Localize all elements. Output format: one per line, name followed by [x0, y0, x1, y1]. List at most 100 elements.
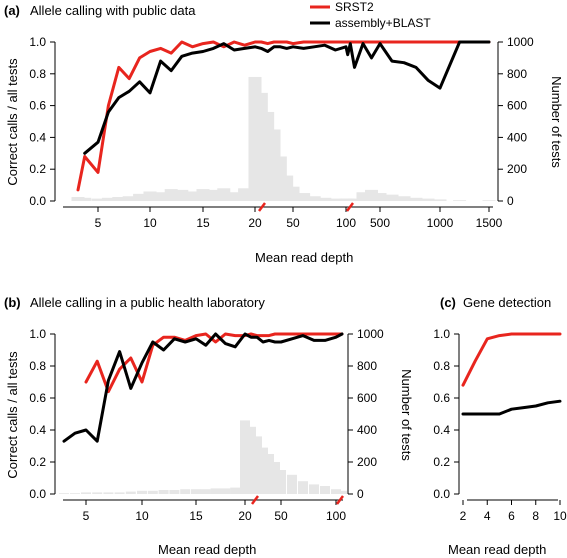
histogram-bar-1-22 — [270, 462, 280, 494]
y-tick-label-1-5: 1.0 — [29, 327, 46, 341]
panel-b-letter: (b) — [4, 295, 21, 310]
histogram-bar-0-40 — [453, 200, 467, 201]
y-tick-label-0-0: 0.0 — [29, 194, 46, 208]
series-line-srst2-panel-2 — [461, 332, 562, 387]
x-tick-label-1-4: 50 — [274, 509, 288, 523]
histogram-bar-1-9 — [158, 490, 169, 494]
x-tick-label-0-7: 1000 — [427, 216, 454, 230]
histogram-bar-0-32 — [356, 192, 370, 201]
y-tick-label-2-0: 0.0 — [433, 487, 450, 501]
histogram-bar-1-29 — [337, 490, 347, 494]
histogram-bar-1-11 — [180, 489, 191, 494]
histogram-bar-1-18 — [246, 426, 256, 494]
x-tick-label-1-2: 15 — [189, 509, 203, 523]
x-tick-label-2-0: 2 — [460, 509, 467, 523]
histogram-bar-1-23 — [276, 470, 286, 494]
panel-a-histogram — [71, 76, 496, 201]
x-tick-label-1-0: 5 — [83, 509, 90, 523]
histogram-bar-0-34 — [373, 193, 387, 201]
y-tick-label-2-3: 0.6 — [433, 391, 450, 405]
histogram-bar-0-33 — [365, 189, 378, 201]
histogram-bar-0-23 — [286, 186, 300, 201]
series-line-srst2-panel-0 — [76, 40, 491, 192]
x-tick-label-1-1: 10 — [135, 509, 149, 523]
panel-c-xlabel: Mean read depth — [448, 542, 546, 557]
x-tick-label-0-8: 1500 — [476, 216, 503, 230]
panel-a-ylabel: Correct calls / all tests — [5, 58, 20, 186]
panel-b-xlabel: Mean read depth — [158, 542, 256, 557]
histogram-bar-1-26 — [309, 484, 319, 494]
x-tick-label-0-2: 15 — [196, 216, 210, 230]
panel-a-letter: (a) — [4, 3, 20, 18]
y2-tick-label-1-1: 200 — [357, 455, 377, 469]
histogram-bar-1-1 — [70, 493, 80, 494]
histogram-bar-0-35 — [385, 194, 399, 201]
x-tick-label-2-2: 6 — [508, 509, 515, 523]
histogram-bar-1-19 — [252, 436, 262, 494]
y-tick-label-2-4: 0.8 — [433, 359, 450, 373]
histogram-bar-1-15 — [220, 488, 231, 494]
panel-a-axes: 0.0 0.2 0.4 0.6 0.8 1.0 0 200 400 600 800 1000 5 10 15… — [29, 35, 534, 230]
histogram-bar-0-8 — [154, 192, 168, 201]
y-tick-label-0-1: 0.2 — [29, 162, 46, 176]
histogram-bar-0-1 — [78, 197, 92, 201]
y2-tick-label-0-3: 600 — [507, 99, 527, 113]
histogram-bar-0-24 — [297, 193, 311, 201]
histogram-bar-0-27 — [328, 198, 342, 201]
series-line-assembly-blast-panel-1 — [62, 332, 344, 443]
histogram-bar-0-38 — [421, 198, 435, 201]
x-tick-label-1-5: 100 — [326, 509, 346, 523]
x-tick-label-0-6: 500 — [370, 216, 390, 230]
series-line-assembly-blast-panel-0 — [83, 40, 491, 155]
histogram-bar-0-14 — [217, 188, 231, 201]
y2-tick-label-0-1: 200 — [507, 162, 527, 176]
y-tick-label-0-2: 0.4 — [29, 130, 46, 144]
panel-a-title: Allele calling with public data — [30, 3, 196, 18]
y2-tick-label-0-5: 1000 — [507, 35, 534, 49]
panel-b-y2label: Number of tests — [399, 369, 414, 461]
histogram-bar-0-11 — [185, 191, 199, 201]
panel-b-ylabel: Correct calls / all tests — [5, 351, 20, 479]
histogram-bar-1-5 — [114, 492, 125, 494]
y-tick-label-1-3: 0.6 — [29, 391, 46, 405]
histogram-bar-0-0 — [71, 197, 85, 201]
histogram-bar-0-10 — [175, 189, 189, 201]
histogram-bar-1-8 — [147, 490, 158, 494]
histogram-bar-1-3 — [92, 492, 103, 494]
histogram-bar-1-20 — [258, 447, 268, 494]
histogram-bar-0-26 — [318, 197, 332, 201]
y-tick-label-2-2: 0.4 — [433, 423, 450, 437]
histogram-bar-1-12 — [191, 489, 201, 494]
histogram-bar-0-37 — [409, 197, 423, 201]
histogram-bar-0-7 — [143, 191, 157, 201]
y2-tick-label-1-5: 1000 — [357, 327, 384, 341]
y-tick-label-2-5: 1.0 — [433, 327, 450, 341]
histogram-bar-1-0 — [59, 493, 69, 494]
series-line-srst2-panel-1 — [84, 332, 344, 394]
panel-c-lines — [461, 332, 562, 416]
y-tick-label-1-0: 0.0 — [29, 487, 46, 501]
histogram-bar-1-13 — [200, 489, 211, 494]
histogram-bar-0-36 — [397, 196, 411, 201]
histogram-bar-0-2 — [91, 198, 105, 201]
x-tick-label-2-4: 10 — [553, 509, 567, 523]
x-tick-label-0-4: 50 — [286, 216, 300, 230]
y-tick-label-2-1: 0.2 — [433, 455, 450, 469]
y-tick-label-1-1: 0.2 — [29, 455, 46, 469]
axis-break-0-0 — [258, 202, 266, 212]
y2-tick-label-0-0: 0 — [507, 194, 514, 208]
panel-b-title: Allele calling in a public health labora… — [30, 295, 265, 310]
histogram-bar-1-7 — [137, 490, 147, 494]
x-tick-label-0-0: 5 — [95, 216, 102, 230]
histogram-bar-0-15 — [227, 192, 241, 201]
y2-tick-label-0-2: 400 — [507, 130, 527, 144]
series-line-assembly-blast-panel-2 — [461, 399, 562, 416]
axis-break-0-1 — [346, 202, 354, 212]
histogram-bar-1-21 — [264, 454, 274, 494]
panel-a: (a) Allele calling with public data 0.0 0… — [4, 0, 564, 265]
panel-c-title: Gene detection — [463, 295, 551, 310]
panel-c-letter: (c) — [440, 295, 456, 310]
histogram-bar-0-4 — [112, 197, 126, 201]
histogram-bar-1-14 — [210, 488, 221, 494]
